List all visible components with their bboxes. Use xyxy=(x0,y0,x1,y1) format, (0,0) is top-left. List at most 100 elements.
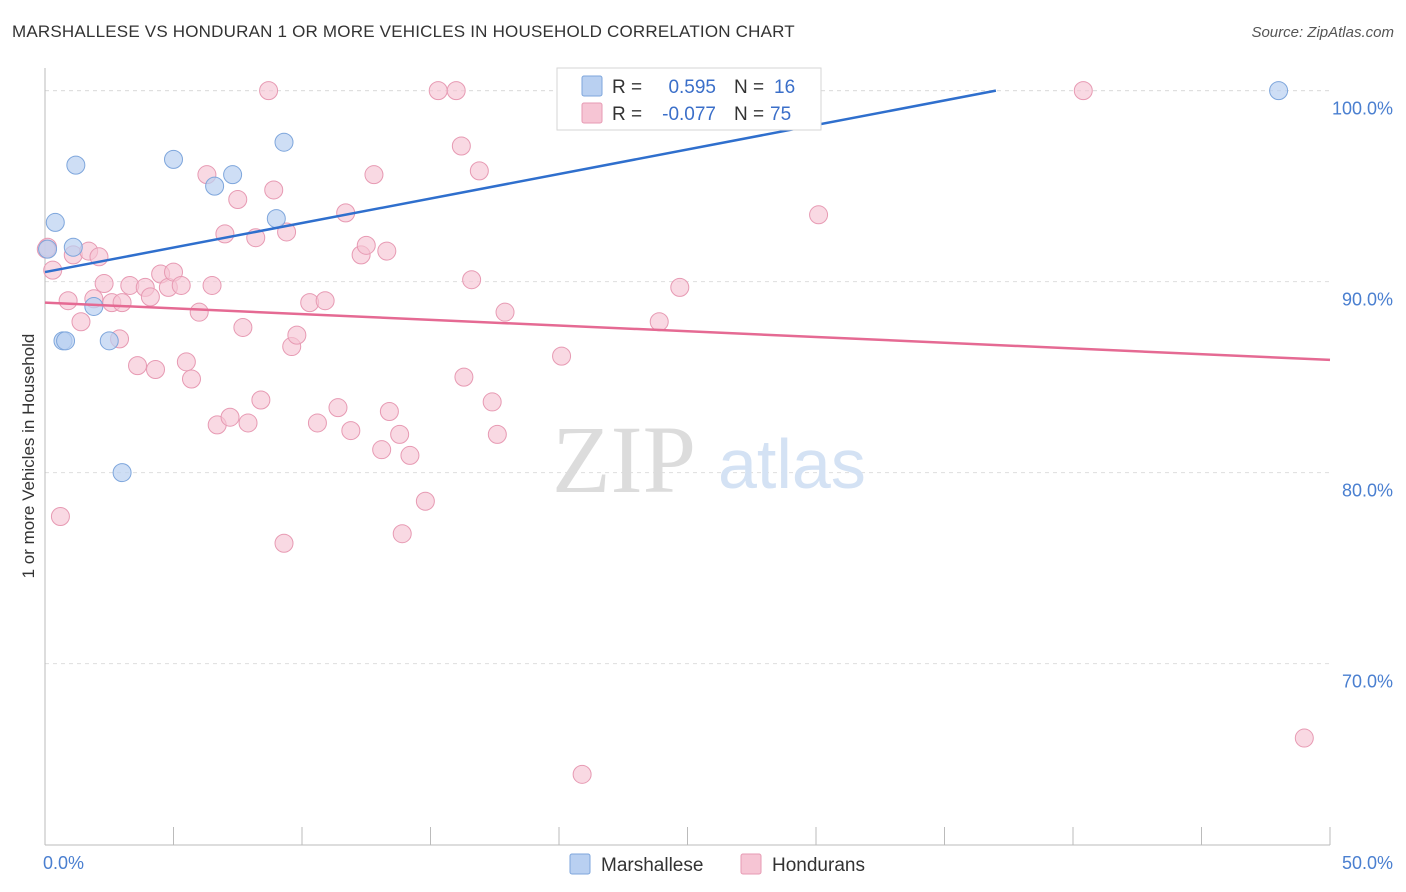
honduran-point xyxy=(251,390,271,410)
honduran-point xyxy=(220,407,240,427)
honduran-point xyxy=(670,277,690,297)
honduran-point xyxy=(415,491,435,511)
stats-legend: R = 0.595 N = 16 R = -0.077 N = 75 xyxy=(556,67,822,131)
honduran-point xyxy=(356,235,376,255)
y-tick-label: 90.0% xyxy=(1342,290,1393,310)
honduran-point xyxy=(287,325,307,345)
honduran-point xyxy=(58,291,78,311)
honduran-point xyxy=(238,413,258,433)
marshallese-point xyxy=(1269,81,1289,101)
honduran-point xyxy=(482,392,502,412)
honduran-point xyxy=(462,270,482,290)
marshallese-point xyxy=(112,463,132,483)
legend-label-hondurans: Hondurans xyxy=(772,855,865,876)
marshallese-point xyxy=(205,176,225,196)
marshallese-point xyxy=(164,149,183,169)
trend-lines xyxy=(44,89,1331,362)
marshallese-point xyxy=(84,296,104,316)
honduran-point xyxy=(94,274,114,294)
honduran-point xyxy=(469,161,489,181)
x-tick-label: 50.0% xyxy=(1342,853,1393,873)
marshallese-points xyxy=(38,81,1289,483)
honduran-point xyxy=(202,275,222,295)
legend-label-marshallese: Marshallese xyxy=(601,855,703,876)
honduran-point xyxy=(128,356,148,376)
stats-r-value-marshallese: 0.595 xyxy=(668,77,716,98)
watermark-atlas: atlas xyxy=(718,425,866,503)
honduran-point xyxy=(364,165,384,185)
marshallese-point xyxy=(274,132,294,152)
honduran-point xyxy=(112,293,132,313)
source-label: Source: ZipAtlas.com xyxy=(1251,24,1394,41)
honduran-point xyxy=(189,302,209,322)
y-tick-labels: 70.0% 80.0% 90.0% 100.0% xyxy=(1332,99,1393,692)
legend-swatch-marshallese xyxy=(569,853,591,875)
honduran-point xyxy=(379,401,399,421)
stats-r-value-hondurans: -0.077 xyxy=(662,104,716,125)
stats-r-label-hondurans: R = xyxy=(612,104,642,125)
marshallese-point xyxy=(223,165,243,185)
honduran-point xyxy=(372,440,392,460)
marshallese-point xyxy=(99,331,119,351)
honduran-point xyxy=(809,205,829,225)
stats-n-value-hondurans: 75 xyxy=(770,104,791,125)
honduran-point xyxy=(50,507,70,527)
stats-legend-swatch-marshallese xyxy=(581,75,603,97)
marshallese-point xyxy=(56,331,76,351)
honduran-point xyxy=(71,312,91,332)
honduran-point xyxy=(446,81,466,101)
honduran-point xyxy=(176,352,196,372)
honduran-point xyxy=(454,367,474,387)
honduran-point xyxy=(315,291,335,311)
honduran-point xyxy=(649,312,669,332)
y-tick-label: 100.0% xyxy=(1332,99,1393,119)
stats-n-value-marshallese: 16 xyxy=(774,77,795,98)
honduran-point xyxy=(572,764,592,784)
honduran-point xyxy=(233,317,253,337)
watermark: ZIP atlas xyxy=(552,406,866,513)
x-tick-labels: 0.0% 50.0% xyxy=(43,853,1393,873)
y-tick-label: 80.0% xyxy=(1342,481,1393,501)
marshallese-point xyxy=(38,239,58,259)
marshallese-point xyxy=(266,209,286,229)
honduran-point xyxy=(400,445,420,465)
honduran-point xyxy=(451,136,471,156)
stats-n-label-marshallese: N = xyxy=(734,77,764,98)
honduran-point xyxy=(307,413,327,433)
series-legend: Marshallese Hondurans xyxy=(569,853,865,876)
stats-legend-swatch-hondurans xyxy=(581,102,603,124)
honduran-point xyxy=(264,180,284,200)
honduran-point xyxy=(341,421,361,441)
stats-r-label-marshallese: R = xyxy=(612,77,642,98)
honduran-point xyxy=(392,524,412,544)
stats-n-label-hondurans: N = xyxy=(734,104,764,125)
honduran-point xyxy=(552,346,572,366)
honduran-point xyxy=(181,369,201,389)
honduran-point xyxy=(171,275,191,295)
legend-swatch-hondurans xyxy=(740,853,762,875)
honduran-point xyxy=(140,287,160,307)
chart-title: MARSHALLESE VS HONDURAN 1 OR MORE VEHICL… xyxy=(12,22,795,41)
y-axis-label: 1 or more Vehicles in Household xyxy=(19,334,38,579)
axes xyxy=(44,68,1331,846)
honduran-trend-line xyxy=(44,301,1331,362)
honduran-point xyxy=(1294,728,1314,748)
honduran-point xyxy=(328,398,348,418)
honduran-point xyxy=(390,424,410,444)
marshallese-point xyxy=(63,237,83,257)
x-tick-label: 0.0% xyxy=(43,853,84,873)
honduran-point xyxy=(259,81,279,101)
honduran-point xyxy=(377,241,397,261)
honduran-point xyxy=(495,302,515,322)
y-tick-label: 70.0% xyxy=(1342,672,1393,692)
honduran-point xyxy=(487,424,507,444)
honduran-point xyxy=(146,359,166,379)
honduran-point xyxy=(228,190,248,210)
marshallese-point xyxy=(66,155,86,175)
marshallese-point xyxy=(45,212,65,232)
honduran-point xyxy=(428,81,448,101)
honduran-point xyxy=(274,533,294,553)
watermark-zip: ZIP xyxy=(552,406,696,513)
marshallese-trend-line xyxy=(44,89,997,274)
